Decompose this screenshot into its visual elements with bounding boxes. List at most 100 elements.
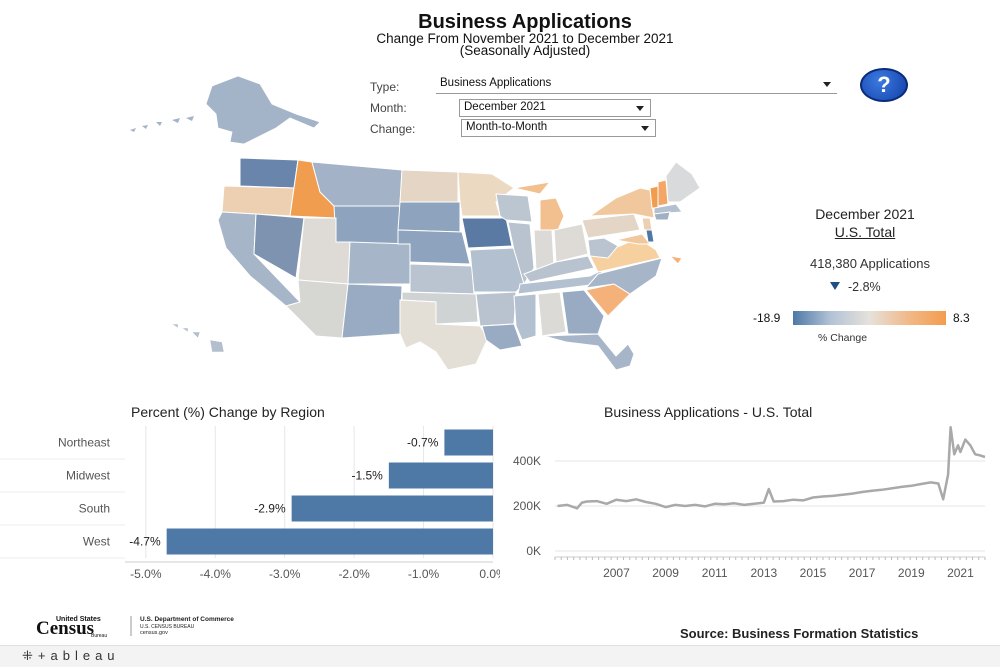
state-ohio[interactable]	[553, 223, 589, 263]
applications-series-line	[557, 426, 986, 510]
region-data-label: -2.9%	[254, 502, 286, 516]
svg-text:Bureau: Bureau	[91, 633, 107, 638]
chevron-down-icon	[823, 82, 831, 87]
state-new-mexico[interactable]	[341, 283, 403, 339]
state-nevada[interactable]	[253, 213, 305, 279]
month-dropdown-value: December 2021	[464, 101, 546, 113]
page-subtitle: Change From November 2021 to December 20…	[376, 31, 674, 46]
us-state-map[interactable]	[120, 70, 720, 370]
state-colorado[interactable]	[347, 241, 411, 285]
state-new-york[interactable]	[588, 187, 655, 219]
state-louisiana[interactable]	[481, 323, 523, 351]
region-bar	[444, 429, 493, 456]
state-pennsylvania[interactable]	[581, 213, 641, 239]
region-x-tick: -2.0%	[338, 567, 370, 581]
state-alaska[interactable]	[205, 75, 321, 145]
page-title: Business Applications	[418, 11, 632, 33]
state-hawaii[interactable]	[171, 323, 225, 353]
region-category-label: Northeast	[58, 436, 111, 450]
state-washington[interactable]	[239, 157, 299, 189]
state-delaware[interactable]	[645, 229, 655, 243]
region-x-tick: -1.0%	[408, 567, 440, 581]
region-category-label: West	[83, 535, 111, 549]
line-y-tick: 200K	[513, 499, 541, 513]
state-florida[interactable]	[543, 333, 635, 370]
state-south-dakota[interactable]	[397, 201, 461, 233]
line-x-tick: 2015	[800, 566, 827, 580]
applications-line-chart: 0K 200K 400K 2007 2009 2011 2013 2015 2017 2019 20…	[513, 426, 986, 580]
state-west-virginia[interactable]	[587, 237, 619, 259]
svg-text:U.S. CENSUS BUREAU: U.S. CENSUS BUREAU	[140, 624, 195, 630]
state-wyoming[interactable]	[333, 205, 401, 245]
type-label: Type:	[370, 80, 400, 94]
state-michigan[interactable]	[513, 181, 565, 231]
state-virginia[interactable]	[589, 237, 661, 273]
state-new-jersey[interactable]	[641, 217, 653, 231]
region-data-label: -0.7%	[407, 436, 439, 450]
region-data-label: -4.7%	[129, 535, 161, 549]
state-maryland[interactable]	[615, 233, 652, 245]
line-x-tick: 2011	[702, 566, 728, 580]
down-triangle-icon	[830, 282, 840, 290]
change-dropdown[interactable]: Month-to-Month	[461, 119, 656, 137]
state-dc[interactable]	[668, 255, 683, 265]
state-alabama[interactable]	[537, 291, 567, 337]
state-oregon[interactable]	[221, 185, 295, 217]
state-connecticut[interactable]	[653, 211, 671, 221]
source-note: Source: Business Formation Statistics	[680, 626, 919, 641]
summary-scope: U.S. Total	[834, 224, 896, 240]
region-bar	[291, 495, 493, 522]
legend-max: 8.3	[953, 311, 970, 325]
svg-text:Census: Census	[36, 618, 94, 638]
line-chart-title: Business Applications - U.S. Total	[604, 404, 813, 420]
state-arizona[interactable]	[285, 279, 349, 339]
state-kansas[interactable]	[409, 263, 475, 295]
legend-min: -18.9	[753, 311, 781, 325]
line-x-tick: 2021	[947, 566, 974, 580]
tableau-logo[interactable]: ⁜+ableau	[22, 648, 120, 664]
region-bar-chart: -5.0% -4.0% -3.0% -2.0% -1.0% 0.0% Northeast -0…	[0, 426, 500, 581]
summary-period: December 2021	[815, 206, 915, 222]
line-x-tick: 2013	[751, 566, 778, 580]
type-dropdown[interactable]: Business Applications	[436, 76, 837, 94]
region-chart-title: Percent (%) Change by Region	[131, 404, 325, 420]
census-logo: United States Census Bureau U.S. Departm…	[36, 616, 234, 638]
tableau-toolbar	[0, 645, 1000, 667]
region-x-tick: -5.0%	[130, 567, 162, 581]
state-maine[interactable]	[665, 161, 701, 203]
region-x-tick: -4.0%	[200, 567, 232, 581]
page-subtitle-note: (Seasonally Adjusted)	[459, 43, 591, 58]
region-x-tick: 0.0%	[479, 567, 500, 581]
month-label: Month:	[370, 101, 407, 115]
color-legend-bar	[793, 311, 946, 325]
state-north-carolina[interactable]	[584, 257, 663, 295]
state-minnesota[interactable]	[457, 171, 515, 217]
state-new-hampshire[interactable]	[657, 179, 669, 207]
line-y-tick: 400K	[513, 454, 541, 468]
region-bar	[166, 528, 493, 555]
svg-text:United States: United States	[56, 616, 101, 623]
region-data-label: -1.5%	[351, 469, 383, 483]
chevron-down-icon	[636, 106, 644, 111]
help-button[interactable]: ?	[860, 68, 908, 102]
state-arkansas[interactable]	[475, 291, 517, 327]
state-kentucky[interactable]	[523, 255, 595, 283]
state-wisconsin[interactable]	[495, 193, 533, 223]
state-vermont[interactable]	[649, 185, 659, 209]
alaska-islands	[130, 116, 194, 132]
state-texas[interactable]	[399, 299, 489, 370]
state-north-dakota[interactable]	[399, 169, 459, 203]
type-dropdown-value: Business Applications	[440, 77, 552, 89]
state-iowa[interactable]	[461, 217, 513, 249]
summary-applications: 418,380 Applications	[810, 256, 930, 271]
state-georgia[interactable]	[561, 289, 605, 335]
month-dropdown[interactable]: December 2021	[459, 99, 651, 117]
line-x-tick: 2007	[603, 566, 630, 580]
line-x-tick: 2017	[849, 566, 876, 580]
svg-text:census.gov: census.gov	[140, 630, 168, 636]
state-nebraska[interactable]	[397, 229, 471, 265]
state-mississippi[interactable]	[513, 293, 537, 341]
tableau-logo-text: +ableau	[37, 648, 120, 663]
state-massachusetts[interactable]	[653, 203, 683, 215]
region-bar	[388, 462, 493, 489]
